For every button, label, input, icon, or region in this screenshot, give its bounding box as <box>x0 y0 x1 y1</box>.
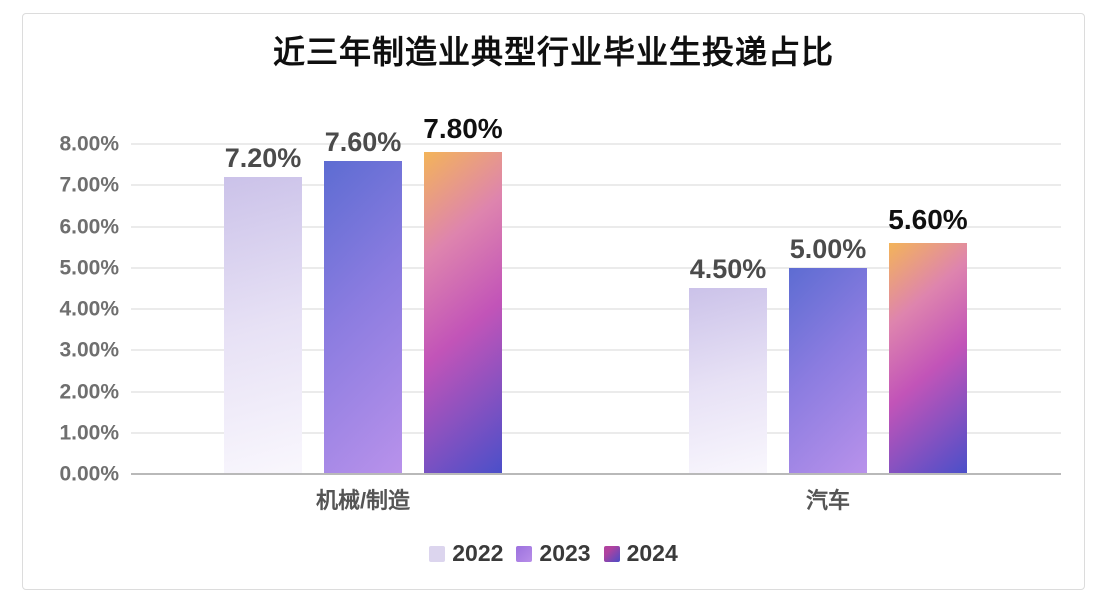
bar-2022-category-0: 7.20% <box>224 145 302 474</box>
gridline <box>131 225 1061 228</box>
y-tick-label: 3.00% <box>59 338 119 362</box>
gridline <box>131 266 1061 269</box>
bar-2023-category-1: 5.00% <box>789 235 867 474</box>
bar-value-label: 7.60% <box>324 126 402 157</box>
bar-2024-category-1: 5.60% <box>888 206 968 474</box>
gridline <box>131 473 1061 475</box>
bar-value-label: 5.00% <box>789 233 867 264</box>
gridline <box>131 184 1061 187</box>
y-tick-label: 2.00% <box>59 380 119 403</box>
chart-card: 近三年制造业典型行业毕业生投递占比 0.00% 1.00% 2.00% 3.00% 4.… <box>22 13 1085 590</box>
bar-value-label: 4.50% <box>689 254 767 285</box>
legend-swatch-2024 <box>603 545 620 562</box>
legend-label: 2024 <box>626 540 678 566</box>
y-tick-label: 5.00% <box>59 256 119 280</box>
y-tick-label: 4.00% <box>59 297 119 321</box>
category-group-1: 4.50% 5.00% 5.60% <box>689 144 968 474</box>
category-group-0: 7.20% 7.60% 7.80% <box>224 115 503 474</box>
bar-2024-category-0: 7.80% <box>423 115 503 474</box>
y-axis: 0.00% 1.00% 2.00% 3.00% 4.00% 5.00% 6.00% 7.00%… <box>23 134 119 485</box>
gridline <box>131 349 1061 352</box>
y-tick-label: 0.00% <box>59 462 119 486</box>
legend-swatch-2022 <box>429 545 446 562</box>
legend-item-2022: 2022 <box>429 542 503 565</box>
legend-label: 2023 <box>539 540 591 566</box>
y-tick-label: 7.00% <box>59 173 119 197</box>
x-category-label: 汽车 <box>805 488 850 513</box>
bar-2023-category-0: 7.60% <box>324 128 402 474</box>
legend: 2022 2023 2024 <box>23 542 1084 565</box>
legend-label: 2022 <box>452 540 504 566</box>
bar-value-label: 7.80% <box>423 113 503 145</box>
legend-item-2023: 2023 <box>516 540 591 566</box>
gridline <box>131 390 1061 393</box>
x-category-label: 机械/制造 <box>315 488 411 513</box>
bar-value-label: 5.60% <box>888 204 968 235</box>
chart-title: 近三年制造业典型行业毕业生投递占比 <box>272 34 834 70</box>
y-tick-label: 6.00% <box>59 215 119 238</box>
gridline <box>131 431 1061 434</box>
y-tick-label: 8.00% <box>59 132 119 156</box>
legend-item-2024: 2024 <box>603 540 678 566</box>
plot-area: 7.20% 7.60% 7.80% 机械/制造 4.50% 5.00% 5.60% 汽车 <box>131 115 1061 512</box>
bar-value-label: 7.20% <box>224 143 302 173</box>
legend-swatch-2023 <box>516 545 533 562</box>
gridline <box>131 143 1061 145</box>
gridline <box>131 308 1061 310</box>
y-tick-label: 1.00% <box>59 421 119 445</box>
bar-2022-category-1: 4.50% <box>689 256 767 474</box>
